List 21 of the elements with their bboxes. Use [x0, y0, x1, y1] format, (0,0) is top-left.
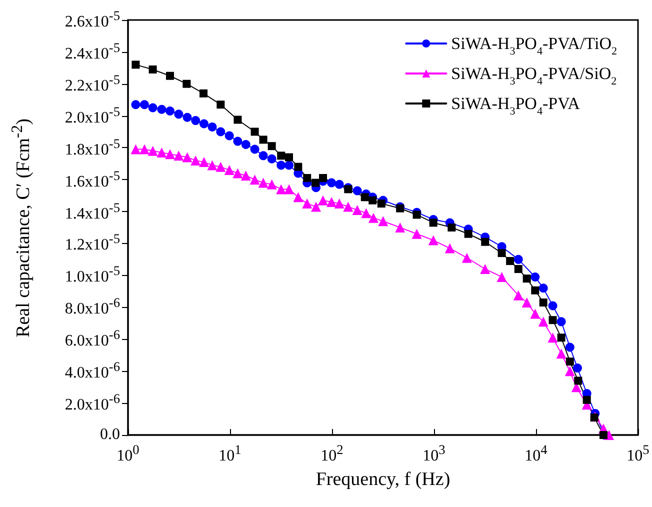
y-tick-label: 2.2x10$^{-5}$ — [64, 72, 120, 95]
y-tick-label: 2.4x10$^{-5}$ — [64, 40, 120, 63]
y-tick-label: 8.0x10$^{-6}$ — [64, 295, 120, 318]
y-tick-label: 2.6x10$^{-5}$ — [64, 8, 120, 31]
y-tick-label: 1.8x10$^{-5}$ — [64, 136, 120, 159]
y-tick-label: 1.6x10$^{-5}$ — [64, 168, 120, 191]
y-tick-label: 2.0x10$^{-5}$ — [64, 104, 120, 127]
x-tick-label: 10$^{5}$ — [626, 442, 650, 465]
x-tick-label: 10$^{0}$ — [116, 442, 140, 465]
y-tick-label: 1.2x10$^{-5}$ — [64, 231, 120, 254]
y-tick-label: 4.0x10$^{-6}$ — [64, 359, 120, 382]
x-axis-title: Frequency, f (Hz) — [316, 469, 450, 491]
x-tick-label: 10$^{4}$ — [524, 442, 548, 465]
x-tick-label: 10$^{3}$ — [422, 442, 446, 465]
x-tick-label: 10$^{1}$ — [218, 442, 242, 465]
y-tick-label: 6.0x10$^{-6}$ — [64, 327, 120, 350]
x-tick-label: 10$^{2}$ — [320, 442, 344, 465]
y-tick-label: 1.0x10$^{-5}$ — [64, 263, 120, 286]
y-tick-label: 1.4x10$^{-5}$ — [64, 200, 120, 222]
y-tick-label: 0.0 — [100, 426, 120, 444]
y-tick-label: 2.0x10$^{-6}$ — [64, 391, 120, 414]
